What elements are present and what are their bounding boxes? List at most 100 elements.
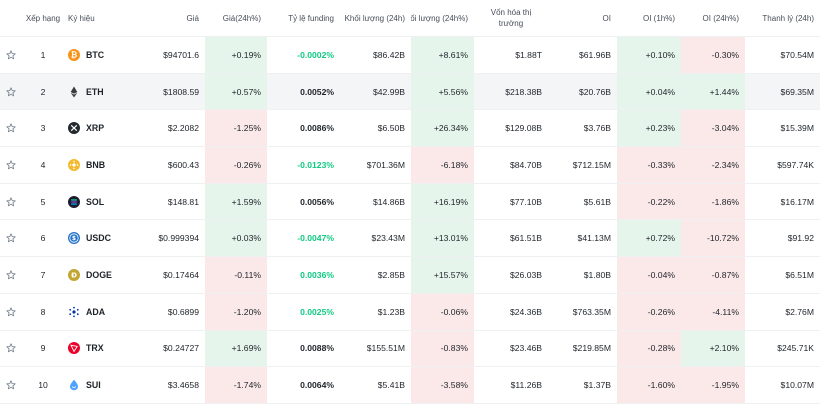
oi-24h-cell: -3.04% <box>681 110 745 147</box>
market-cap-cell: $129.08B <box>505 123 542 134</box>
header-price-change[interactable]: Giá(24h%) <box>222 13 261 23</box>
rank-cell: 6 <box>40 233 46 244</box>
header-oi-24h[interactable]: OI (24h%) <box>702 13 739 23</box>
volume-cell: $86.42B <box>372 49 405 60</box>
favorite-star-icon[interactable] <box>0 37 21 73</box>
volume-cell: $42.99B <box>372 86 405 97</box>
rank-cell: 8 <box>40 306 46 317</box>
price-change-cell: +0.57% <box>205 73 267 110</box>
table-row[interactable]: 9 TRX $0.24727 +1.69% 0.0088% $155.51M -… <box>0 330 820 368</box>
market-cap-cell: $84.70B <box>509 159 542 170</box>
oi-cell: $3.76B <box>583 123 611 134</box>
price-cell: $0.24727 <box>163 343 199 354</box>
favorite-star-icon[interactable] <box>0 331 21 367</box>
liquidation-cell: $70.54M <box>780 49 814 60</box>
header-funding[interactable]: Tỷ lệ funding <box>288 13 334 23</box>
favorite-star-icon[interactable] <box>0 147 21 183</box>
symbol-cell[interactable]: SUI <box>65 367 137 403</box>
price-change-cell: +0.03% <box>205 220 267 257</box>
symbol-cell[interactable]: $ USDC <box>65 220 137 256</box>
cardano-icon <box>68 306 80 318</box>
oi-1h-cell: -0.22% <box>617 183 681 220</box>
favorite-star-icon[interactable] <box>0 74 21 110</box>
table-row[interactable]: 1 ₿ BTC $94701.6 +0.19% -0.0002% $86.42B… <box>0 37 820 74</box>
volume-change-cell: -0.06% <box>411 293 474 330</box>
symbol-cell[interactable]: Ð DOGE <box>65 257 137 293</box>
liquidation-cell: $2.76M <box>785 306 814 317</box>
ethereum-icon <box>68 86 80 98</box>
volume-change-cell: +15.57% <box>411 257 474 293</box>
favorite-star-icon[interactable] <box>0 184 21 220</box>
favorite-star-icon[interactable] <box>0 294 21 330</box>
symbol-cell[interactable]: ₿ BTC <box>65 37 137 73</box>
favorite-star-icon[interactable] <box>0 367 21 403</box>
table-row[interactable]: 5 SOL $148.81 +1.59% 0.0056% $14.86B +16… <box>0 183 820 221</box>
header-price[interactable]: Giá <box>186 13 199 23</box>
header-rank[interactable]: Xếp hạng <box>25 13 61 23</box>
header-oi[interactable]: OI <box>602 13 611 23</box>
volume-cell: $1.23B <box>377 306 405 317</box>
symbol-cell[interactable]: XRP <box>65 110 137 146</box>
favorite-star-icon[interactable] <box>0 110 21 146</box>
oi-24h-cell: -10.72% <box>681 220 745 257</box>
price-cell: $1808.59 <box>163 86 199 97</box>
table-row[interactable]: 4 BNB $600.43 -0.26% -0.0123% $701.36M -… <box>0 147 820 184</box>
header-favorite <box>0 0 21 36</box>
oi-cell: $1.37B <box>583 380 611 391</box>
header-market-cap[interactable]: Vốn hóa thị trường <box>490 8 532 28</box>
market-cap-cell: $26.03B <box>509 269 542 280</box>
favorite-star-icon[interactable] <box>0 257 21 293</box>
volume-cell: $2.85B <box>377 269 405 280</box>
rank-cell: 3 <box>40 123 46 134</box>
header-symbol[interactable]: Ký hiệu <box>68 13 95 23</box>
header-liquidation[interactable]: Thanh lý (24h) <box>762 13 814 23</box>
funding-cell: -0.0002% <box>297 49 334 60</box>
market-cap-cell: $61.51B <box>509 233 542 244</box>
favorite-star-icon[interactable] <box>0 220 21 256</box>
header-volume[interactable]: Khối lượng (24h) <box>344 13 405 23</box>
table-row[interactable]: 6 $ USDC $0.999394 +0.03% -0.0047% $23.4… <box>0 220 820 258</box>
volume-change-cell: +13.01% <box>411 220 474 257</box>
doge-icon: Ð <box>68 268 80 281</box>
symbol-cell[interactable]: ETH <box>65 74 137 110</box>
symbol-label: ADA <box>86 306 106 317</box>
price-cell: $2.2082 <box>167 123 199 134</box>
price-change-cell: -1.25% <box>205 110 267 147</box>
price-change-cell: -0.26% <box>205 147 267 183</box>
table-row[interactable]: 8 ADA $0.6899 -1.20% 0.0025% $1.23B -0.0… <box>0 293 820 331</box>
oi-24h-cell: -2.34% <box>681 147 745 183</box>
table-row[interactable]: 2 ETH $1808.59 +0.57% 0.0052% $42.99B +5… <box>0 73 820 111</box>
volume-change-cell: +16.19% <box>411 183 474 220</box>
volume-cell: $6.50B <box>377 123 405 134</box>
oi-cell: $20.76B <box>578 86 611 97</box>
price-cell: $0.999394 <box>158 233 199 244</box>
header-volume-change[interactable]: Khối lượng (24h%) <box>411 13 468 23</box>
header-oi-1h[interactable]: OI (1h%) <box>642 13 675 23</box>
symbol-cell[interactable]: BNB <box>65 147 137 183</box>
oi-1h-cell: -1.60% <box>617 367 681 403</box>
oi-cell: $1.80B <box>583 269 611 280</box>
table-row[interactable]: 3 XRP $2.2082 -1.25% 0.0086% $6.50B +26.… <box>0 110 820 148</box>
price-cell: $148.81 <box>167 196 199 207</box>
volume-change-cell: -6.18% <box>411 147 474 183</box>
table-body: 1 ₿ BTC $94701.6 +0.19% -0.0002% $86.42B… <box>0 37 820 404</box>
symbol-cell[interactable]: SOL <box>65 184 137 220</box>
oi-cell: $5.61B <box>583 196 611 207</box>
price-change-cell: +0.19% <box>205 37 267 73</box>
symbol-cell[interactable]: TRX <box>65 331 137 367</box>
oi-1h-cell: +0.04% <box>617 73 681 110</box>
table-row[interactable]: 7 Ð DOGE $0.17464 -0.11% 0.0036% $2.85B … <box>0 257 820 294</box>
volume-change-cell: -3.58% <box>411 367 474 403</box>
funding-cell: 0.0064% <box>300 380 334 391</box>
funding-cell: 0.0052% <box>300 86 334 97</box>
symbol-label: BNB <box>86 159 106 170</box>
liquidation-cell: $16.17M <box>780 196 814 207</box>
volume-change-cell: +8.61% <box>411 37 474 73</box>
oi-1h-cell: +0.10% <box>617 37 681 73</box>
rank-cell: 1 <box>40 49 46 60</box>
tron-icon <box>68 342 80 355</box>
table-row[interactable]: 10 SUI $3.4658 -1.74% 0.0064% $5.41B -3.… <box>0 367 820 404</box>
oi-1h-cell: -0.33% <box>617 147 681 183</box>
oi-1h-cell: +0.72% <box>617 220 681 257</box>
symbol-cell[interactable]: ADA <box>65 294 137 330</box>
